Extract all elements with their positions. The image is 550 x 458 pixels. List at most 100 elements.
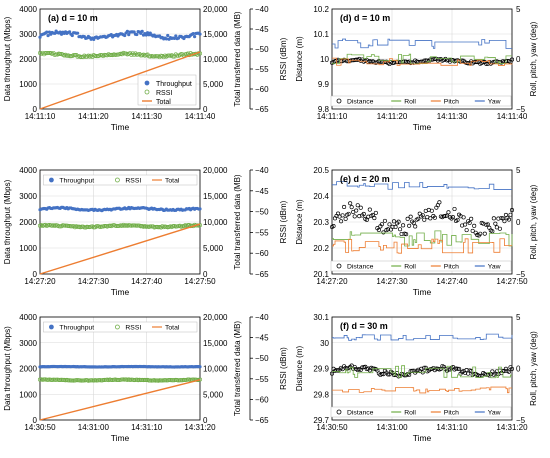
- data-point: [490, 229, 495, 234]
- data-point: [129, 377, 134, 382]
- legend: Distance Roll Pitch Yaw: [330, 95, 512, 107]
- data-point: [70, 378, 75, 383]
- series-yaw: [332, 333, 513, 341]
- legend-label: Total: [165, 325, 180, 332]
- data-point: [385, 372, 391, 377]
- data-point: [408, 214, 413, 219]
- x-tick-label: 14:27:20: [316, 277, 348, 286]
- series-pitch: [332, 57, 513, 66]
- data-point: [379, 222, 384, 227]
- legend-label: Pitch: [444, 410, 459, 417]
- data-point: [171, 224, 176, 229]
- data-point: [71, 53, 76, 58]
- y3-tick-label: −50: [255, 45, 269, 54]
- data-point: [432, 215, 437, 220]
- data-point: [382, 218, 387, 223]
- data-point: [506, 369, 512, 374]
- data-point: [355, 203, 360, 208]
- data-point: [391, 219, 397, 224]
- data-point: [114, 52, 119, 57]
- y2-tick-label: 10,000: [203, 55, 228, 64]
- series-line: [332, 38, 512, 49]
- y2-tick-label: 0: [516, 218, 521, 227]
- y3-tick-label: −60: [255, 85, 269, 94]
- legend-swatch: [115, 177, 120, 183]
- y-tick-label: 10: [320, 55, 329, 64]
- data-point: [455, 217, 460, 222]
- data-point: [413, 224, 418, 229]
- chart-panel-d: 9.8 9.9 10 10.1 10.2 14:11:10 14:11:20 14:11:30…: [295, 5, 538, 132]
- legend-swatch: [115, 324, 120, 330]
- data-point: [56, 224, 61, 229]
- data-point: [185, 223, 190, 228]
- y2-tick-label: 5: [516, 313, 521, 322]
- data-point: [173, 377, 178, 383]
- y-tick-label: 9.9: [318, 80, 330, 89]
- data-point: [60, 377, 65, 383]
- y3-tick-label: −45: [255, 334, 269, 343]
- y-axis-label: Distance (m): [295, 345, 304, 391]
- data-point: [401, 223, 406, 228]
- y3-tick-label: −55: [255, 228, 269, 237]
- data-point: [173, 224, 178, 229]
- data-point: [481, 59, 486, 64]
- legend-box: [330, 95, 512, 107]
- data-point: [70, 33, 74, 38]
- data-point: [420, 213, 425, 218]
- data-point: [150, 54, 155, 59]
- y3-tick-label: −45: [255, 187, 269, 196]
- y2-tick-label: 5,000: [203, 80, 224, 89]
- y-tick-label: 3000: [19, 30, 37, 39]
- legend-swatch: [336, 98, 342, 104]
- data-point: [93, 53, 98, 58]
- x-tick-label: 14:27:20: [24, 277, 56, 286]
- series-roll: [332, 53, 512, 65]
- data-point: [446, 210, 451, 215]
- y-tick-label: 2000: [19, 365, 37, 374]
- data-point: [164, 378, 169, 383]
- x-tick-label: 14:30:50: [24, 423, 56, 432]
- chart-panel-c: 0 1000 2000 3000 4000 14:30:50 14:31:00 14:31:1…: [3, 313, 288, 443]
- data-point: [167, 377, 172, 383]
- y2-tick-label: −5: [516, 105, 526, 114]
- data-point: [45, 30, 49, 34]
- data-point: [197, 51, 203, 56]
- y3-tick-label: −40: [255, 5, 269, 14]
- y3-tick-label: −50: [255, 208, 269, 217]
- panel-label: (f) d = 30 m: [340, 321, 388, 331]
- data-point: [193, 34, 197, 39]
- data-point: [94, 378, 99, 383]
- data-point: [154, 54, 160, 59]
- data-point: [491, 216, 496, 221]
- data-point: [398, 227, 403, 232]
- data-point: [175, 53, 180, 58]
- y2-axis-label: Roll, pitch, yaw (deg): [529, 331, 538, 406]
- data-point: [339, 219, 344, 224]
- legend-box: [330, 406, 512, 418]
- y2-tick-label: 10,000: [203, 365, 228, 374]
- data-point: [174, 34, 178, 38]
- data-point: [470, 228, 475, 233]
- legend-label: RSSI: [156, 90, 172, 97]
- data-point: [87, 378, 92, 383]
- data-point: [469, 216, 474, 221]
- data-point: [349, 205, 354, 210]
- data-point: [169, 378, 174, 383]
- y-axis-label: Data throughput (Mbps): [3, 16, 12, 101]
- data-point: [46, 33, 50, 38]
- data-point: [135, 32, 139, 37]
- data-point: [79, 378, 84, 383]
- data-point: [89, 378, 94, 383]
- data-point: [478, 231, 483, 236]
- data-point: [177, 378, 182, 383]
- data-point: [123, 33, 127, 38]
- y3-tick-label: −40: [255, 313, 269, 322]
- y3-tick-label: −65: [255, 270, 269, 279]
- y3-tick-label: −50: [255, 354, 269, 363]
- data-point: [455, 366, 460, 371]
- data-point: [115, 377, 121, 382]
- y2-axis-label: Total transferred data (MB): [233, 11, 242, 106]
- y2-tick-label: 0: [516, 365, 521, 374]
- series-rssi: [37, 377, 203, 383]
